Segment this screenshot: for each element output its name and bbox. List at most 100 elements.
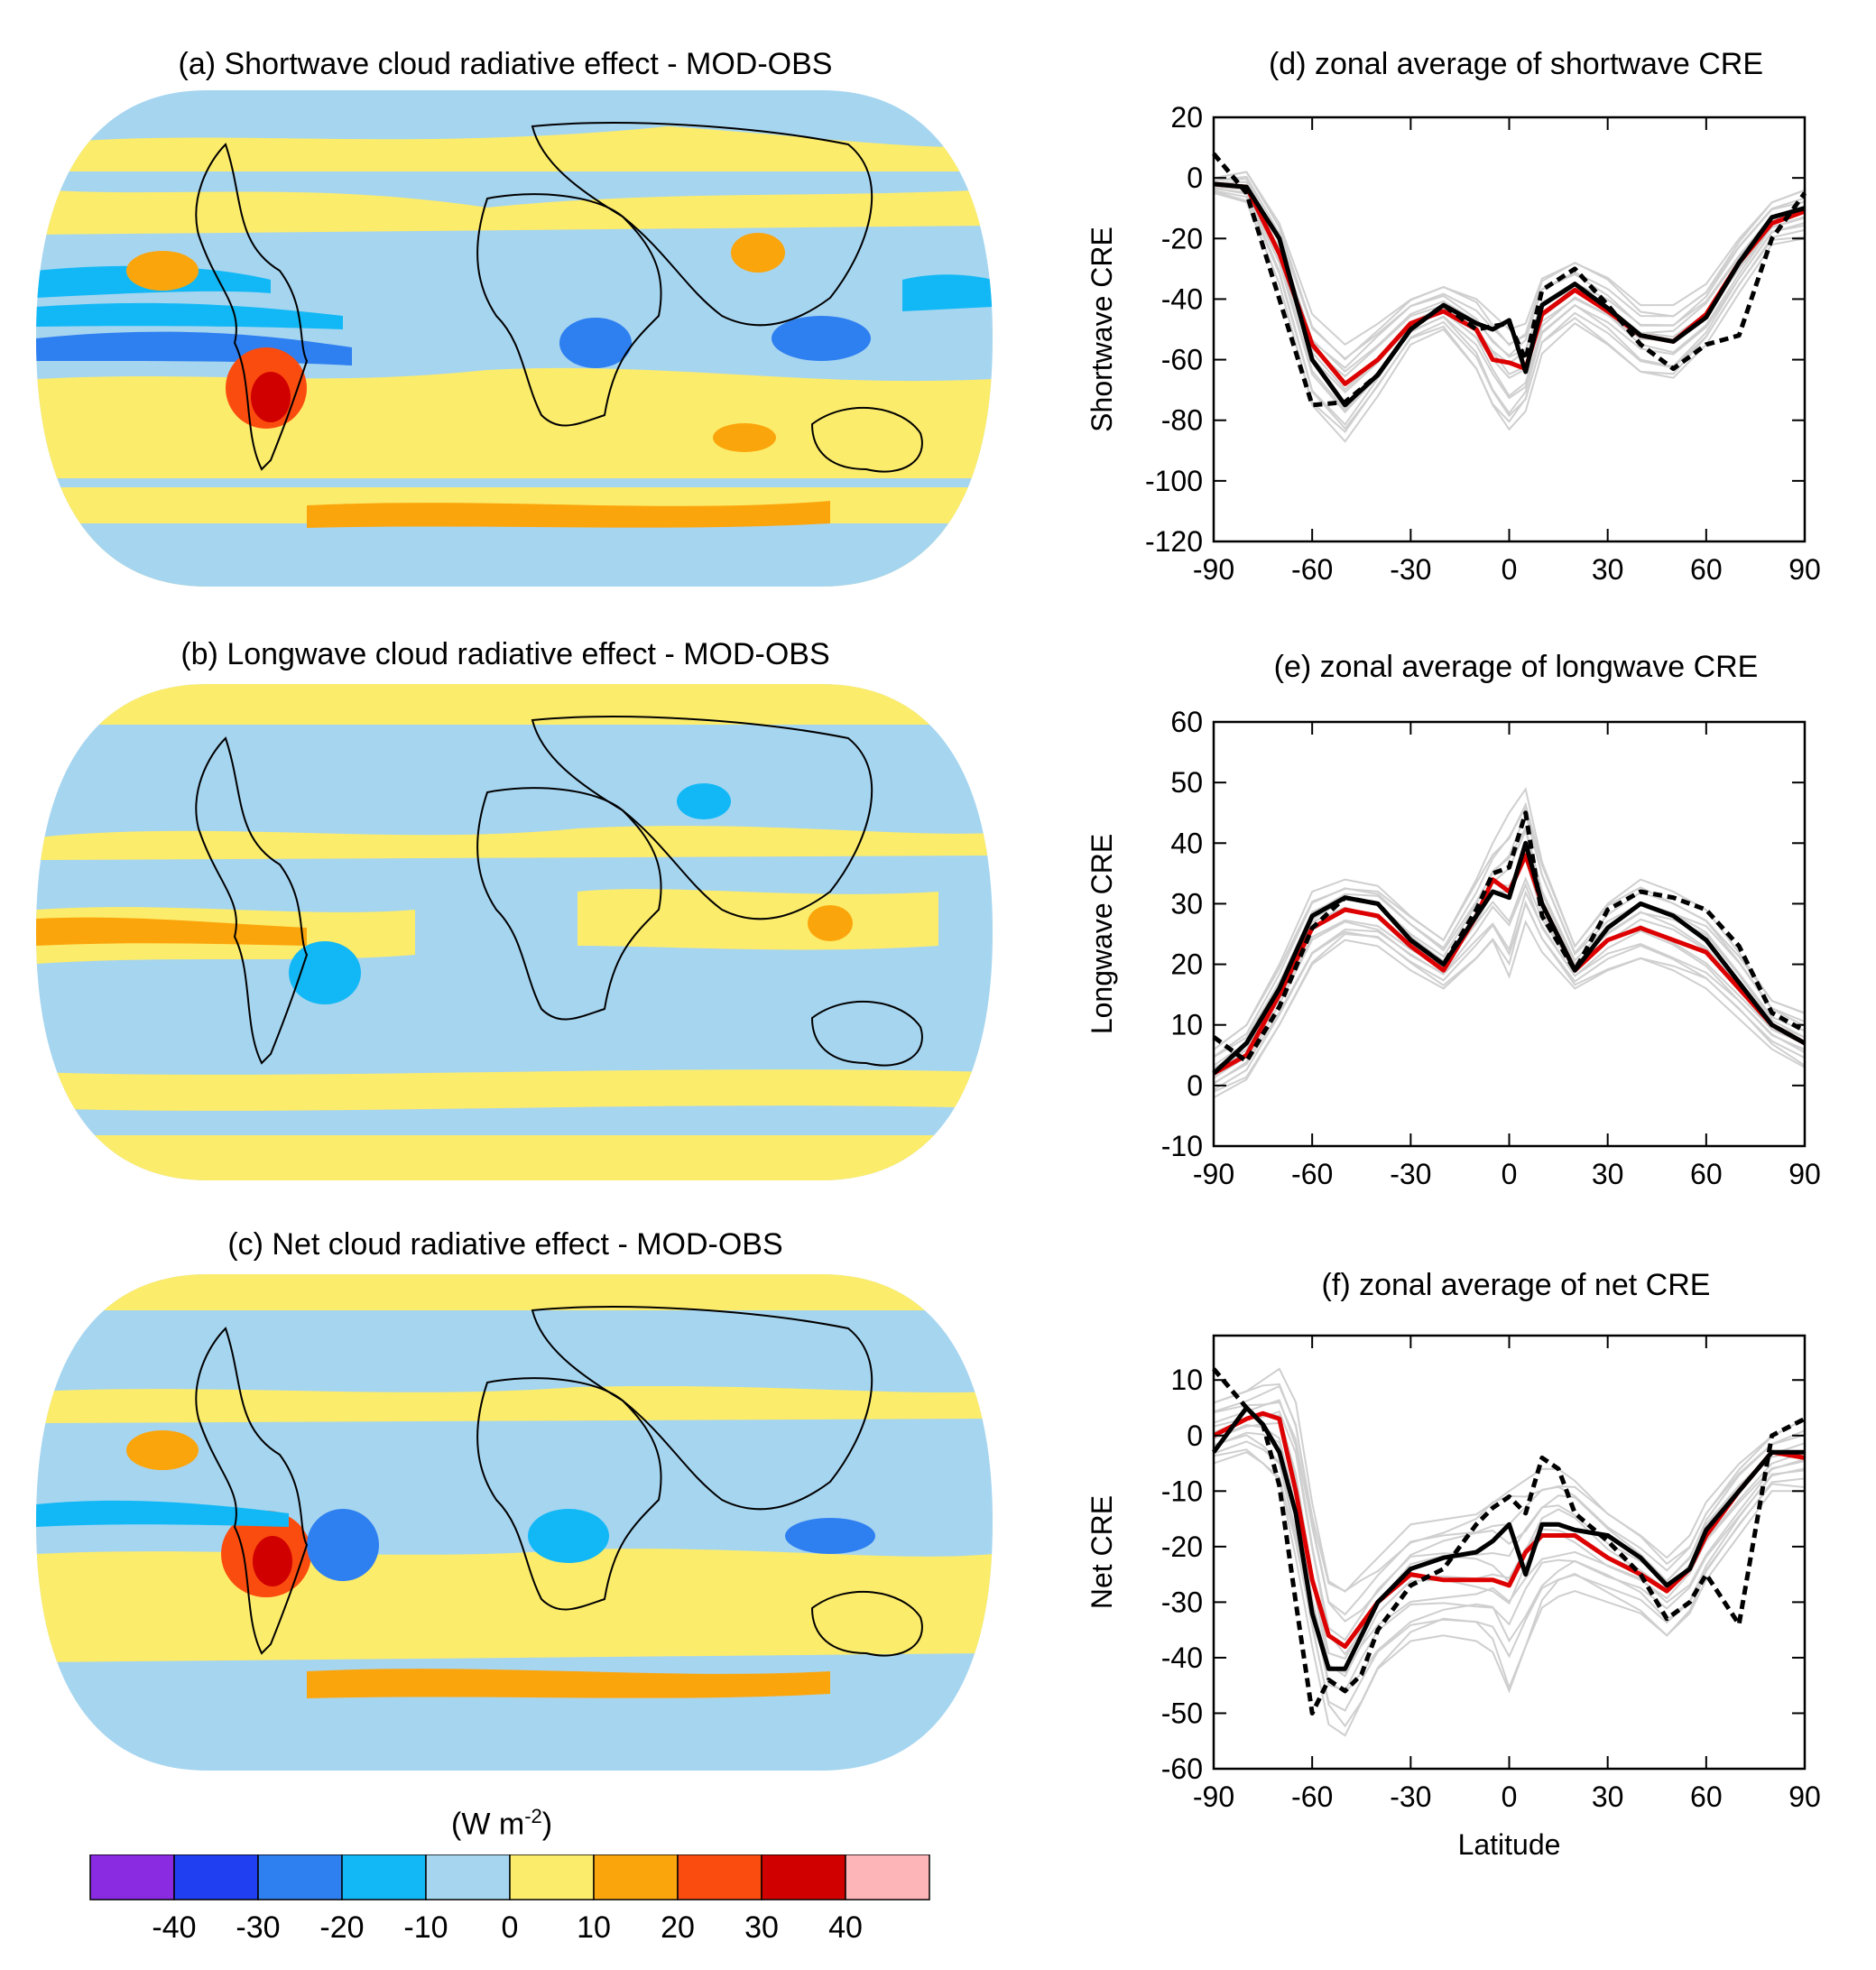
ensemble-member-line	[1213, 1451, 1805, 1737]
x-tick-label: 90	[1788, 553, 1821, 586]
colorbar-tick-label: -30	[236, 1910, 280, 1945]
x-tick-label: 60	[1690, 1158, 1723, 1190]
series-line-observation-1	[1212, 840, 1807, 1076]
colorbar: -40 -30 -20 -10 0 10 20 30 40	[89, 1854, 930, 1945]
zonal-title-lw: (e) zonal average of longwave CRE	[1273, 650, 1759, 684]
x-tick-label: -30	[1390, 1780, 1431, 1813]
x-tick-label: -90	[1193, 1158, 1234, 1190]
y-tick-label: -30	[1161, 1586, 1203, 1618]
x-tick-label: 90	[1788, 1780, 1821, 1813]
map-panel-lw	[36, 684, 993, 1180]
x-tick-label: -60	[1291, 1158, 1333, 1190]
colorbar-tick-label: 40	[828, 1910, 863, 1945]
colorbar-tick-label: -20	[319, 1910, 364, 1945]
y-tick-label: -60	[1161, 344, 1203, 376]
y-axis-label: Longwave CRE	[1086, 834, 1118, 1034]
x-tick-label: 0	[1502, 553, 1518, 586]
colorbar-swatch	[761, 1854, 846, 1901]
colorbar-swatch	[341, 1854, 427, 1901]
ensemble-member-line	[1213, 810, 1806, 1059]
y-tick-label: 60	[1170, 706, 1203, 738]
colorbar-tick-label: 20	[661, 1910, 695, 1945]
x-tick-label: 90	[1788, 1158, 1821, 1190]
ensemble-member-line	[1213, 191, 1806, 443]
colorbar-swatch	[425, 1854, 511, 1901]
x-tick-label: 0	[1502, 1780, 1518, 1813]
x-tick-label: -30	[1390, 1158, 1431, 1190]
x-tick-label: -90	[1193, 1780, 1234, 1813]
x-tick-label: 60	[1690, 553, 1723, 586]
ensemble-member-line	[1213, 1440, 1806, 1712]
colorbar-swatch	[89, 1854, 175, 1901]
y-tick-label: -40	[1161, 1642, 1203, 1674]
series-line-observation-1	[1213, 181, 1806, 408]
ensemble-member-line	[1213, 190, 1806, 433]
x-tick-label: -60	[1291, 553, 1333, 586]
y-tick-label: 10	[1170, 1364, 1203, 1396]
y-tick-label: 30	[1170, 887, 1203, 920]
colorbar-tick-label: 0	[502, 1910, 519, 1945]
ensemble-member-line	[1213, 882, 1806, 1085]
ensemble-member-line	[1213, 876, 1806, 1079]
ensemble-member-line	[1213, 900, 1806, 1093]
y-tick-label: -120	[1145, 525, 1203, 558]
ensemble-member-line	[1213, 801, 1806, 1050]
x-tick-label: -60	[1291, 1780, 1333, 1813]
colorbar-tick-label: -40	[152, 1910, 196, 1945]
map-panel-sw	[36, 90, 993, 587]
x-tick-label: 30	[1592, 1158, 1624, 1190]
y-tick-label: 20	[1170, 948, 1203, 981]
y-tick-label: -50	[1161, 1697, 1203, 1729]
y-tick-label: 0	[1187, 1069, 1203, 1102]
x-tick-label: 60	[1690, 1780, 1723, 1813]
colorbar-swatch	[593, 1854, 679, 1901]
x-tick-label: 30	[1592, 553, 1624, 586]
colorbar-swatch	[509, 1854, 595, 1901]
colorbar-tick-label: -10	[403, 1910, 448, 1945]
map-title-lw: (b) Longwave cloud radiative effect - MO…	[180, 637, 830, 671]
colorbar-tick-label: 10	[577, 1910, 611, 1945]
y-tick-label: -10	[1161, 1130, 1203, 1162]
y-axis-label: Net CRE	[1086, 1495, 1118, 1609]
colorbar-swatch	[173, 1854, 259, 1901]
ensemble-member-line	[1213, 1401, 1806, 1623]
y-tick-label: -100	[1145, 465, 1203, 497]
ensemble-member-line	[1213, 188, 1806, 414]
y-axis-label: Shortwave CRE	[1086, 227, 1118, 432]
ensemble-member-line	[1213, 171, 1806, 347]
x-tick-label: 0	[1502, 1158, 1518, 1190]
y-tick-label: -80	[1161, 404, 1203, 437]
colorbar-swatch	[257, 1854, 343, 1901]
ensemble-member-line	[1213, 178, 1806, 370]
y-tick-label: 40	[1170, 827, 1203, 859]
map-title-net: (c) Net cloud radiative effect - MOD-OBS	[227, 1227, 783, 1262]
ensemble-member-line	[1213, 920, 1806, 1099]
ensemble-member-line	[1213, 187, 1806, 426]
x-tick-label: -90	[1193, 553, 1234, 586]
colorbar-tick-label: 30	[744, 1910, 779, 1945]
zonal-chart-shortwave: -90 -60 -30 0 30 60 90 -120 -100 -80 -60 -40 -20 0 20 S…	[1086, 101, 1821, 586]
series-line-observation-2	[1212, 152, 1807, 408]
ensemble-member-line	[1213, 186, 1806, 412]
zonal-chart-net: -90 -60 -30 0 30 60 90-60-50-40-30-20-10010Net…	[1086, 1334, 1821, 1861]
y-tick-label: -40	[1161, 282, 1203, 315]
ensemble-member-line	[1213, 901, 1806, 1091]
y-tick-label: 0	[1187, 162, 1203, 194]
y-tick-label: -10	[1161, 1475, 1203, 1507]
y-tick-label: 10	[1170, 1009, 1203, 1041]
x-tick-label: -30	[1390, 553, 1431, 586]
colorbar-swatch	[677, 1854, 762, 1901]
zonal-chart-longwave: -90 -60 -30 0 30 60 90 -10 0 10 20 30 40 50 60 Longwave…	[1086, 706, 1821, 1190]
y-tick-label: -20	[1161, 222, 1203, 254]
series-line-observation-2	[1212, 810, 1807, 1064]
map-title-sw: (a) Shortwave cloud radiative effect - M…	[178, 47, 833, 81]
zonal-title-sw: (d) zonal average of shortwave CRE	[1268, 47, 1764, 81]
y-tick-label: -20	[1161, 1531, 1203, 1563]
y-tick-label: 0	[1187, 1420, 1203, 1452]
x-tick-label: 30	[1592, 1780, 1624, 1813]
colorbar-units: (W m-2)	[451, 1805, 553, 1842]
ensemble-member-line	[1213, 1367, 1806, 1593]
y-tick-label: -60	[1161, 1753, 1203, 1785]
ensemble-member-line	[1213, 786, 1806, 1050]
map-panel-net	[36, 1274, 993, 1771]
